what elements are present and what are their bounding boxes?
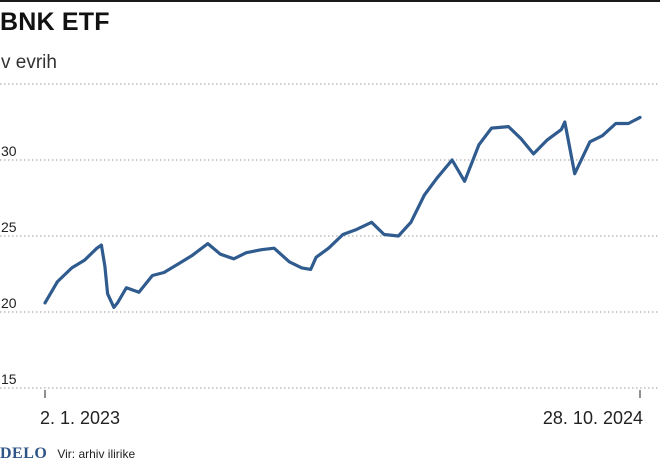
series-line xyxy=(43,115,642,309)
y-tick-label-20: 20 xyxy=(1,295,17,311)
y-tick-label-25: 25 xyxy=(1,219,17,235)
top-rule xyxy=(0,0,660,2)
chart-subtitle: v evrih xyxy=(1,52,57,73)
y-tick-label-15: 15 xyxy=(1,371,17,387)
footer: DELO Vir: arhiv ilirike xyxy=(0,443,135,465)
x-tick-label-0: 2. 1. 2023 xyxy=(40,408,120,428)
source-note: Vir: arhiv ilirike xyxy=(57,447,136,461)
x-tick-label-1: 28. 10. 2024 xyxy=(543,408,643,428)
delo-logo: DELO xyxy=(0,445,48,462)
y-tick-label-30: 30 xyxy=(1,143,17,159)
chart-title: BNK ETF xyxy=(0,8,110,36)
